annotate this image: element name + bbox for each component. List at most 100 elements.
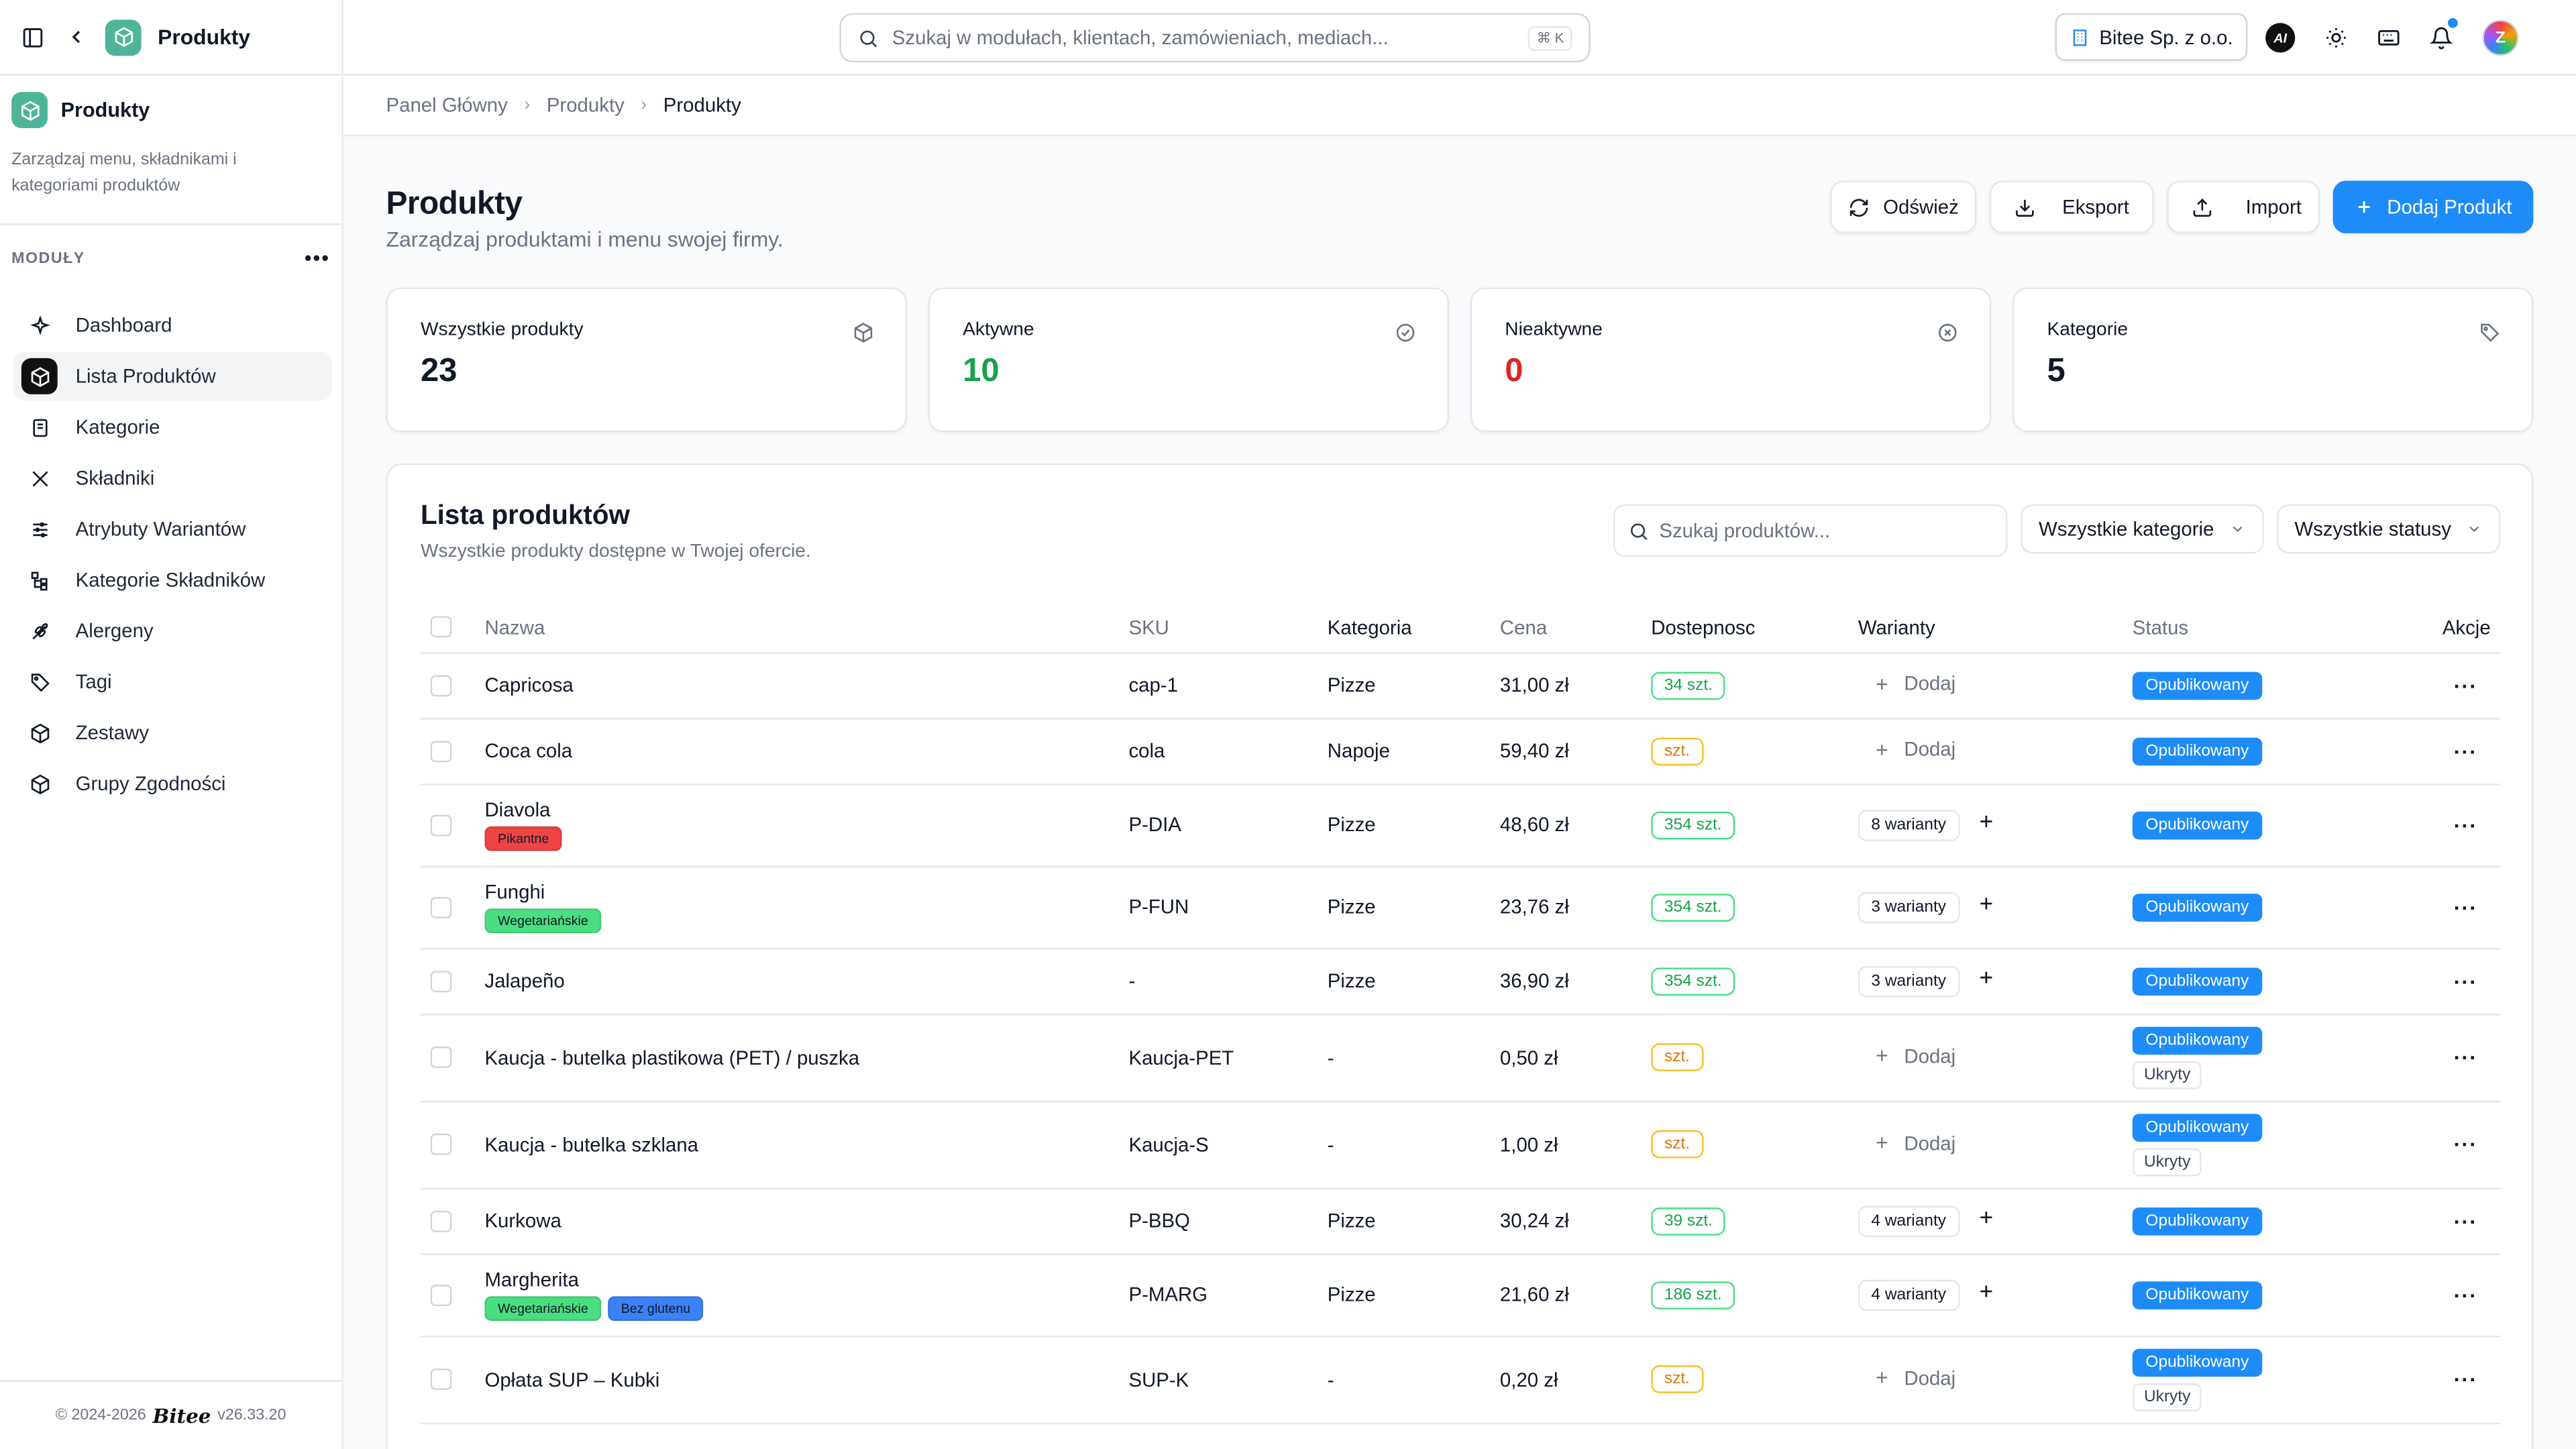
add-variant-button[interactable]: Dodaj bbox=[1873, 1044, 1955, 1067]
product-search-input[interactable]: Szukaj produktów... bbox=[1613, 504, 2008, 557]
product-name[interactable]: Kurkowa bbox=[484, 1209, 561, 1232]
add-variant-button[interactable]: Dodaj bbox=[1873, 1132, 1955, 1155]
theme-sun-icon[interactable] bbox=[2324, 26, 2347, 49]
variants-count-badge[interactable]: 8 warianty bbox=[1858, 809, 1960, 841]
status-badge-published: Opublikowany bbox=[2132, 1113, 2262, 1141]
row-checkbox[interactable] bbox=[430, 1133, 452, 1155]
sidebar-item-product-list[interactable]: Lista Produktów bbox=[13, 352, 332, 401]
row-actions-menu-icon[interactable]: ··· bbox=[2379, 1336, 2501, 1424]
sidebar-item-ingredients[interactable]: Składniki bbox=[13, 453, 332, 502]
main-content: Produkty Zarządzaj produktami i menu swo… bbox=[343, 136, 2576, 1449]
import-button[interactable]: Import bbox=[2167, 180, 2320, 233]
sidebar-item-categories[interactable]: Kategorie bbox=[13, 402, 332, 451]
row-actions-menu-icon[interactable]: ··· bbox=[2379, 652, 2501, 719]
row-actions-menu-icon[interactable]: ··· bbox=[2379, 718, 2501, 785]
row-actions-menu-icon[interactable]: ··· bbox=[2379, 865, 2501, 949]
product-name[interactable]: Margherita bbox=[484, 1268, 579, 1291]
row-checkbox[interactable] bbox=[430, 1046, 452, 1068]
row-actions-menu-icon[interactable]: ··· bbox=[2379, 948, 2501, 1015]
row-checkbox[interactable] bbox=[430, 1283, 452, 1305]
variants-count-badge[interactable]: 4 warianty bbox=[1858, 1205, 1960, 1236]
row-checkbox[interactable] bbox=[430, 1368, 452, 1390]
add-variant-button[interactable]: Dodaj bbox=[1873, 1366, 1955, 1389]
row-checkbox[interactable] bbox=[430, 674, 452, 696]
product-name[interactable]: Coca cola bbox=[484, 739, 573, 763]
variants-count-badge[interactable]: 3 warianty bbox=[1858, 891, 1960, 923]
stock-badge: 34 szt. bbox=[1651, 671, 1726, 700]
sidebar-item-compatibility-groups[interactable]: Grupy Zgodności bbox=[13, 759, 332, 808]
sidebar-item-dashboard[interactable]: Dashboard bbox=[13, 301, 332, 350]
refresh-button[interactable]: Odśwież bbox=[1830, 180, 1977, 233]
breadcrumb-link-home[interactable]: Panel Główny bbox=[386, 93, 508, 117]
back-chevron-icon[interactable] bbox=[62, 24, 89, 50]
add-variant-button[interactable]: Dodaj bbox=[1873, 738, 1955, 761]
bell-icon[interactable] bbox=[2430, 17, 2458, 50]
table-row[interactable]: Opłata SUP – Kubki SUP-K -0,20 zł szt. Dodaj… bbox=[420, 1336, 2501, 1424]
sidebar-item-tags[interactable]: Tagi bbox=[13, 657, 332, 706]
user-avatar[interactable]: Z bbox=[2482, 19, 2519, 56]
keyboard-icon[interactable] bbox=[2377, 26, 2400, 49]
product-name[interactable]: Kaucja - butelka szklana bbox=[484, 1132, 699, 1156]
add-product-button[interactable]: Dodaj Produkt bbox=[2332, 180, 2534, 233]
table-row[interactable]: Capricosa cap-1 Pizze 31,00 zł 34 szt. Dodaj O… bbox=[420, 652, 2501, 719]
row-actions-menu-icon[interactable]: ··· bbox=[2379, 1187, 2501, 1254]
column-header-name[interactable]: Nazwa bbox=[484, 602, 1129, 653]
row-checkbox[interactable] bbox=[430, 970, 452, 991]
column-header-category[interactable]: Kategoria bbox=[1327, 602, 1500, 653]
product-name[interactable]: Kaucja - butelka plastikowa (PET) / pusz… bbox=[484, 1045, 860, 1069]
table-row[interactable]: Diavola Pikantne P-DIA Pizze 48,60 zł 354 szt… bbox=[420, 784, 2501, 867]
table-row[interactable]: Kaucja - butelka szklana Kaucja-S -1,00 zł… bbox=[420, 1100, 2501, 1189]
select-all-checkbox[interactable] bbox=[430, 616, 452, 638]
export-button[interactable]: Eksport bbox=[1990, 180, 2154, 233]
product-name[interactable]: Diavola bbox=[484, 798, 551, 822]
add-variant-plus-icon[interactable] bbox=[1976, 894, 1995, 918]
ai-assistant-icon[interactable]: AI bbox=[2265, 23, 2296, 53]
book-icon bbox=[21, 409, 58, 445]
more-horizontal-icon[interactable]: ••• bbox=[305, 246, 331, 270]
add-variant-button[interactable]: Dodaj bbox=[1873, 672, 1955, 696]
breadcrumb-link-products[interactable]: Produkty bbox=[546, 93, 625, 117]
sidebar-item-ingredient-categories[interactable]: Kategorie Składników bbox=[13, 555, 332, 604]
status-filter-select[interactable]: Wszystkie statusy bbox=[2276, 504, 2501, 554]
table-row[interactable]: Jalapeño - Pizze 36,90 zł 354 szt. 3 warianty… bbox=[420, 948, 2501, 1015]
column-header-sku[interactable]: SKU bbox=[1128, 602, 1328, 653]
table-row[interactable]: Coca cola cola Napoje 59,40 zł szt. Dodaj Opub… bbox=[420, 718, 2501, 785]
sidebar-item-variant-attributes[interactable]: Atrybuty Wariantów bbox=[13, 504, 332, 553]
column-header-variants[interactable]: Warianty bbox=[1858, 602, 2133, 653]
add-variant-plus-icon[interactable] bbox=[1976, 967, 1995, 992]
table-row[interactable]: Kaucja - butelka plastikowa (PET) / pusz… bbox=[420, 1014, 2501, 1102]
variants-count-badge[interactable]: 4 warianty bbox=[1858, 1279, 1960, 1311]
sidebar-toggle-icon[interactable] bbox=[19, 24, 46, 50]
global-search-input[interactable]: Szukaj w modułach, klientach, zamówienia… bbox=[839, 13, 1591, 63]
company-switcher[interactable]: Bitee Sp. z o.o. bbox=[2055, 13, 2248, 61]
product-name[interactable]: Funghi bbox=[484, 880, 545, 904]
search-icon bbox=[1630, 523, 1648, 539]
sidebar-item-allergens[interactable]: Alergeny bbox=[13, 606, 332, 655]
stat-value: 23 bbox=[420, 353, 458, 390]
add-variant-plus-icon[interactable] bbox=[1976, 1208, 1995, 1232]
column-header-status[interactable]: Status bbox=[2132, 602, 2379, 653]
row-checkbox[interactable] bbox=[430, 740, 452, 762]
row-actions-menu-icon[interactable]: ··· bbox=[2379, 1100, 2501, 1189]
product-name[interactable]: Jalapeño bbox=[484, 969, 565, 993]
row-checkbox[interactable] bbox=[430, 896, 452, 918]
sidebar-item-sets[interactable]: Zestawy bbox=[13, 708, 332, 757]
row-actions-menu-icon[interactable]: ··· bbox=[2379, 1253, 2501, 1337]
column-header-stock[interactable]: Dostepnosc bbox=[1651, 602, 1858, 653]
row-actions-menu-icon[interactable]: ··· bbox=[2379, 1014, 2501, 1102]
add-variant-plus-icon[interactable] bbox=[1976, 811, 1995, 836]
building-icon bbox=[2073, 28, 2086, 46]
row-checkbox[interactable] bbox=[430, 1210, 452, 1232]
product-category: Pizze bbox=[1327, 948, 1500, 1015]
row-checkbox[interactable] bbox=[430, 814, 452, 836]
column-header-price[interactable]: Cena bbox=[1499, 602, 1652, 653]
product-name[interactable]: Opłata SUP – Kubki bbox=[484, 1367, 660, 1391]
table-row[interactable]: Margherita Wegetariańskie Bez glutenu P-MAR… bbox=[420, 1253, 2501, 1337]
variants-count-badge[interactable]: 3 warianty bbox=[1858, 965, 1960, 997]
category-filter-select[interactable]: Wszystkie kategorie bbox=[2021, 504, 2263, 554]
table-row[interactable]: Kurkowa P-BBQ Pizze 30,24 zł 39 szt. 4 warian… bbox=[420, 1187, 2501, 1254]
product-name[interactable]: Capricosa bbox=[484, 674, 574, 697]
add-variant-plus-icon[interactable] bbox=[1976, 1281, 1995, 1306]
row-actions-menu-icon[interactable]: ··· bbox=[2379, 784, 2501, 867]
table-row[interactable]: Funghi Wegetariańskie P-FUN Pizze 23,76 zł 35… bbox=[420, 865, 2501, 949]
